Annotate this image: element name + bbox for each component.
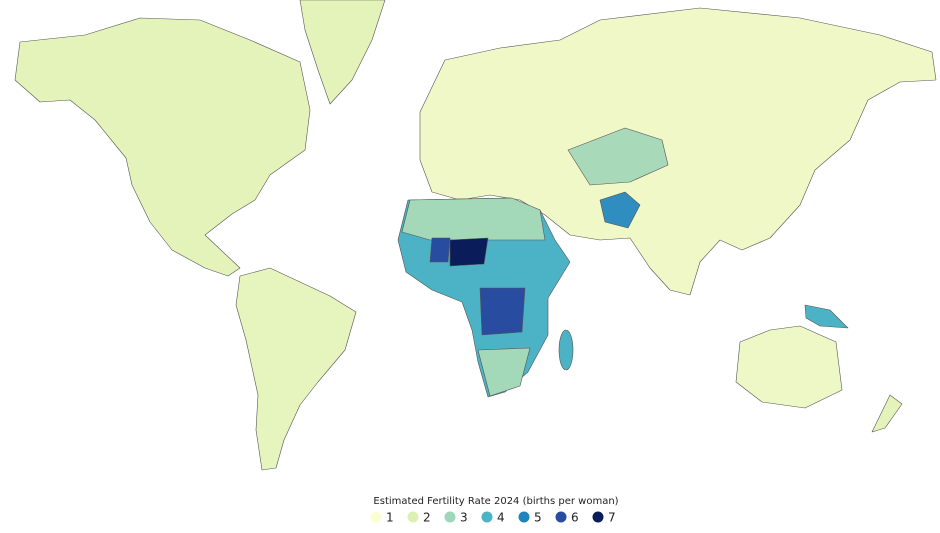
congo: [479, 287, 526, 336]
legend-swatch: [443, 510, 457, 524]
legend-title: Estimated Fertility Rate 2024 (births pe…: [373, 496, 618, 507]
madagascar: [558, 329, 574, 371]
legend-swatch: [480, 510, 494, 524]
map-land: [14, 0, 937, 471]
new-guinea: [804, 304, 849, 329]
legend-swatch: [591, 510, 605, 524]
niger: [449, 237, 489, 267]
sahel: [429, 237, 451, 263]
legend-swatch: [517, 510, 531, 524]
legend-label: 7: [608, 511, 616, 525]
afghanistan: [599, 191, 641, 229]
greenland: [299, 0, 386, 105]
legend-label: 1: [386, 511, 394, 525]
legend-label: 2: [423, 511, 431, 525]
eurasia: [419, 7, 937, 296]
central-asia: [567, 127, 669, 186]
legend-swatch: [554, 510, 568, 524]
north-america: [14, 17, 311, 277]
southern-africa: [477, 347, 531, 397]
legend-swatch: [369, 510, 383, 524]
legend-swatch: [406, 510, 420, 524]
south-america: [235, 267, 357, 471]
legend: Estimated Fertility Rate 2024 (births pe…: [369, 496, 619, 525]
legend-label: 4: [497, 511, 505, 525]
north-africa: [401, 197, 546, 241]
australia: [735, 325, 843, 409]
legend-label: 6: [571, 511, 579, 525]
legend-label: 5: [534, 511, 542, 525]
new-zealand: [871, 394, 903, 433]
legend-label: 3: [460, 511, 468, 525]
